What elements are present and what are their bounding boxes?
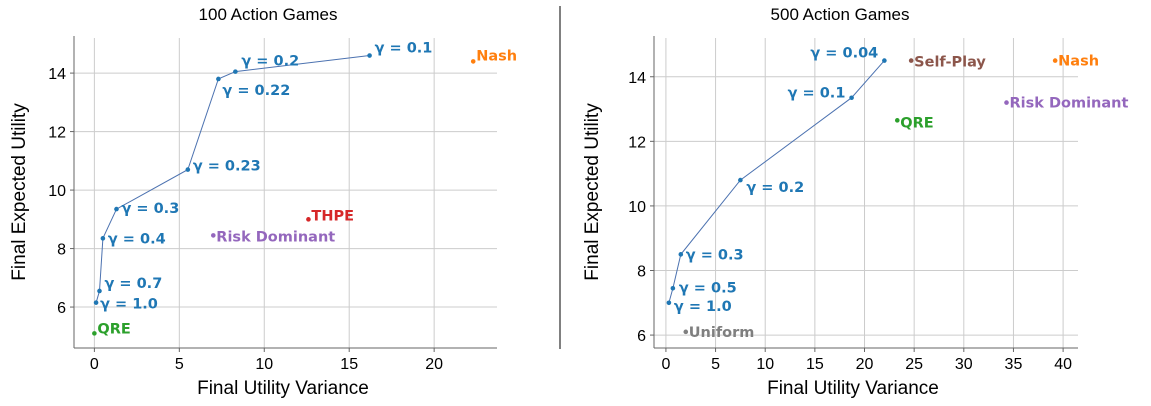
x-tick-label: 20	[856, 356, 874, 373]
point-risk-dominant	[1004, 100, 1009, 105]
x-tick-label: 10	[255, 356, 273, 373]
label-gamma-0_2: γ = 0.2	[746, 180, 804, 196]
label-gamma-0_3: γ = 0.3	[121, 201, 179, 217]
data-labels: γ = 1.0 γ = 0.5 γ = 0.3 γ = 0.2 γ = 0.1 γ = 0…	[674, 46, 1129, 341]
grid	[74, 38, 497, 348]
x-tick-label: 15	[340, 356, 358, 373]
axes	[70, 36, 497, 352]
label-qre: QRE	[900, 115, 933, 131]
point-risk-dominant	[211, 233, 216, 238]
label-gamma-0_2: γ = 0.2	[241, 54, 299, 70]
x-tick-label: 5	[711, 356, 720, 373]
label-gamma-0_23: γ = 0.23	[193, 159, 261, 175]
point-gamma-0_2	[738, 177, 743, 183]
x-tick-label: 30	[955, 356, 973, 373]
point-qre	[92, 331, 97, 336]
y-tick-label: 8	[637, 264, 646, 281]
tick-labels: 0 5 10 15 20 25 30 35 40 6 8 10 12 14	[628, 70, 1072, 373]
point-gamma-1_0	[666, 300, 672, 306]
tick-labels: 0 5 10 15 20 6 8 10 12 14	[48, 66, 443, 373]
label-gamma-0_5: γ = 0.5	[679, 280, 737, 296]
label-nash: Nash	[1058, 54, 1099, 70]
frontier-line	[95, 55, 370, 303]
y-tick-label: 12	[48, 125, 66, 142]
x-tick-label: 35	[1005, 356, 1023, 373]
label-uniform: Uniform	[689, 325, 755, 341]
point-nash	[1052, 58, 1058, 63]
frontier-line	[668, 60, 885, 303]
x-tick-label: 20	[425, 356, 443, 373]
y-tick-label: 10	[628, 199, 646, 216]
x-tick-label: 40	[1054, 356, 1072, 373]
y-tick-label: 6	[637, 328, 646, 345]
point-gamma-0_1	[367, 53, 372, 58]
label-risk-dominant: Risk Dominant	[1010, 96, 1129, 112]
label-gamma-1_0: γ = 1.0	[100, 297, 158, 313]
point-qre	[894, 118, 900, 123]
label-thpe: THPE	[311, 208, 354, 224]
label-risk-dominant: Risk Dominant	[216, 229, 335, 245]
label-qre: QRE	[97, 321, 130, 337]
x-tick-label: 5	[175, 356, 184, 373]
label-gamma-0_1: γ = 0.1	[375, 41, 433, 57]
label-gamma-0_04: γ = 0.04	[810, 46, 878, 62]
chart-title: 100 Action Games	[199, 5, 338, 24]
axes	[650, 36, 1078, 352]
point-gamma-0_1	[849, 95, 854, 101]
x-tick-label: 25	[905, 356, 923, 373]
label-gamma-0_3: γ = 0.3	[686, 247, 744, 263]
data-points	[666, 58, 1058, 335]
point-gamma-0_3	[678, 252, 684, 257]
label-gamma-0_22: γ = 0.22	[222, 83, 290, 99]
label-gamma-1_0: γ = 1.0	[674, 299, 732, 315]
chart-100-action-games: 100 Action Games 0 5 10 15 20 6 8 10 12 14 γ = 1.…	[9, 5, 517, 399]
label-gamma-0_4: γ = 0.4	[108, 231, 166, 247]
point-gamma-0_7	[97, 288, 102, 294]
point-gamma-0_22	[216, 76, 221, 82]
grid	[654, 38, 1078, 348]
point-gamma-0_2	[233, 69, 238, 74]
y-tick-label: 10	[48, 183, 66, 200]
frontier-polyline	[95, 55, 370, 303]
point-gamma-1_0	[93, 300, 99, 305]
data-labels: γ = 1.0 γ = 0.7 γ = 0.4 γ = 0.3 γ = 0.23 γ = …	[97, 41, 517, 338]
frontier-polyline	[668, 60, 885, 303]
x-tick-label: 15	[806, 356, 824, 373]
point-uniform	[683, 329, 689, 335]
point-gamma-0_5	[670, 285, 676, 291]
chart-500-action-games: 500 Action Games 0 5 10 15 20 25 30 35 40 6 8 10 12 1…	[582, 5, 1128, 399]
label-gamma-0_1: γ = 0.1	[788, 86, 846, 102]
point-thpe	[306, 217, 311, 222]
point-self-play	[908, 58, 914, 63]
x-axis-label: Final Utility Variance	[767, 378, 939, 399]
point-gamma-0_04	[882, 58, 887, 63]
point-nash	[470, 59, 476, 64]
y-axis-label: Final Expected Utility	[582, 103, 603, 281]
y-tick-label: 12	[628, 134, 646, 151]
point-gamma-0_3	[114, 206, 119, 212]
y-axis-label: Final Expected Utility	[9, 103, 30, 281]
point-gamma-0_4	[100, 236, 106, 241]
x-axis-label: Final Utility Variance	[197, 378, 369, 399]
x-tick-label: 10	[756, 356, 774, 373]
point-gamma-0_23	[185, 167, 191, 172]
label-self-play: Self-Play	[914, 55, 986, 71]
x-tick-label: 0	[90, 356, 99, 373]
label-nash: Nash	[476, 48, 517, 64]
y-tick-label: 14	[48, 66, 66, 83]
data-points	[92, 53, 476, 336]
y-tick-label: 8	[57, 242, 66, 259]
label-gamma-0_7: γ = 0.7	[104, 276, 162, 292]
y-tick-label: 6	[57, 300, 66, 317]
x-tick-label: 0	[661, 356, 670, 373]
chart-title: 500 Action Games	[771, 5, 910, 24]
y-tick-label: 14	[628, 70, 646, 87]
